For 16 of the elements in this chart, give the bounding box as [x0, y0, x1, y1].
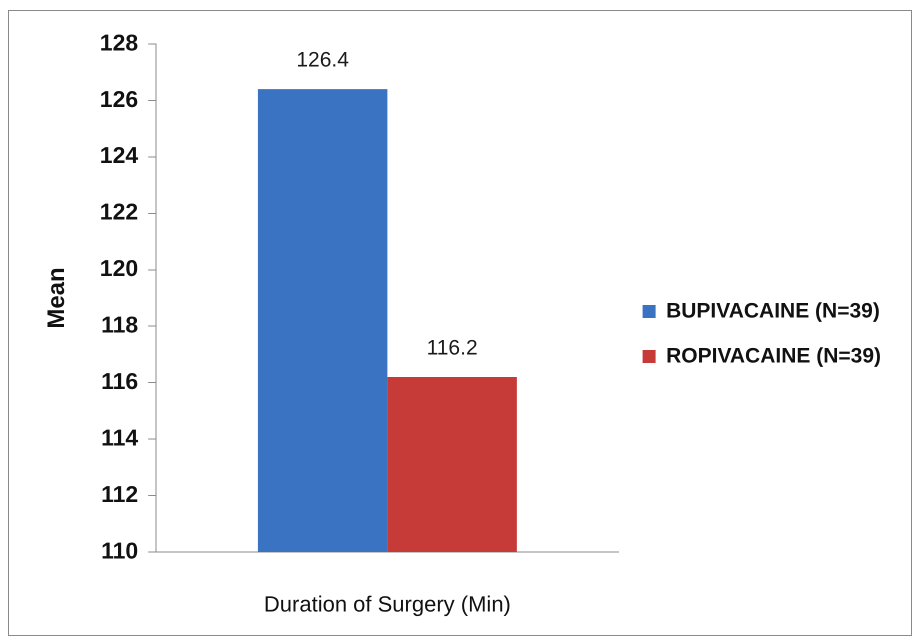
y-tick-label: 118 [101, 312, 138, 338]
y-tick-label: 120 [100, 255, 138, 282]
data-label: 116.2 [426, 336, 478, 360]
legend-label: BUPIVACAINE (N=39) [666, 299, 880, 322]
y-tick-label: 114 [101, 424, 138, 450]
y-axis-title: Mean [43, 267, 70, 329]
y-tick-label: 116 [101, 368, 138, 394]
y-tick-label: 126 [100, 86, 138, 112]
x-tick-label: Duration of Surgery (Min) [264, 591, 511, 616]
y-tick-label: 124 [100, 142, 138, 168]
data-label: 126.4 [296, 48, 350, 72]
legend-label: ROPIVACAINE (N=39) [666, 344, 882, 368]
y-tick-label: 112 [101, 480, 138, 507]
y-tick-label: 110 [101, 537, 138, 564]
y-tick-label: 128 [100, 29, 138, 56]
y-tick-label: 122 [100, 198, 138, 225]
